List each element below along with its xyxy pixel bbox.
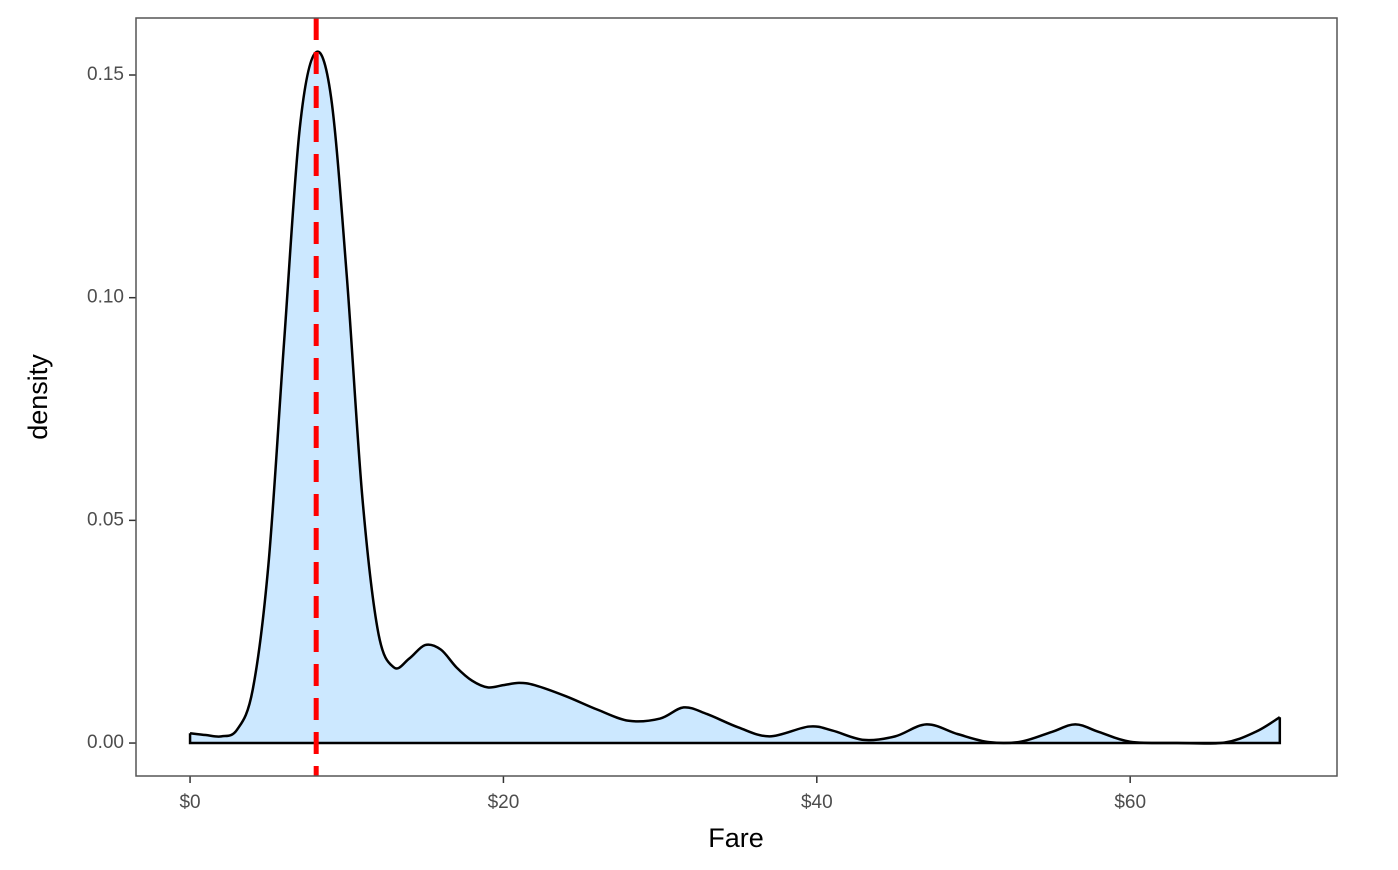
x-axis-title: Fare [708,823,764,853]
y-axis-title: density [23,354,53,440]
y-tick-label: 0.05 [87,509,124,530]
density-line [189,50,1281,745]
x-tick-label: $20 [488,792,520,813]
x-tick-label: $40 [801,792,833,813]
panel-border [135,17,1338,777]
x-tick-label: $0 [179,792,200,813]
y-tick-label: 0.00 [87,732,124,753]
y-tick-label: 0.10 [87,287,124,308]
density-area [190,51,1280,744]
x-tick-label: $60 [1114,792,1146,813]
density-outline [188,717,1282,745]
y-tick-label: 0.15 [87,64,124,85]
